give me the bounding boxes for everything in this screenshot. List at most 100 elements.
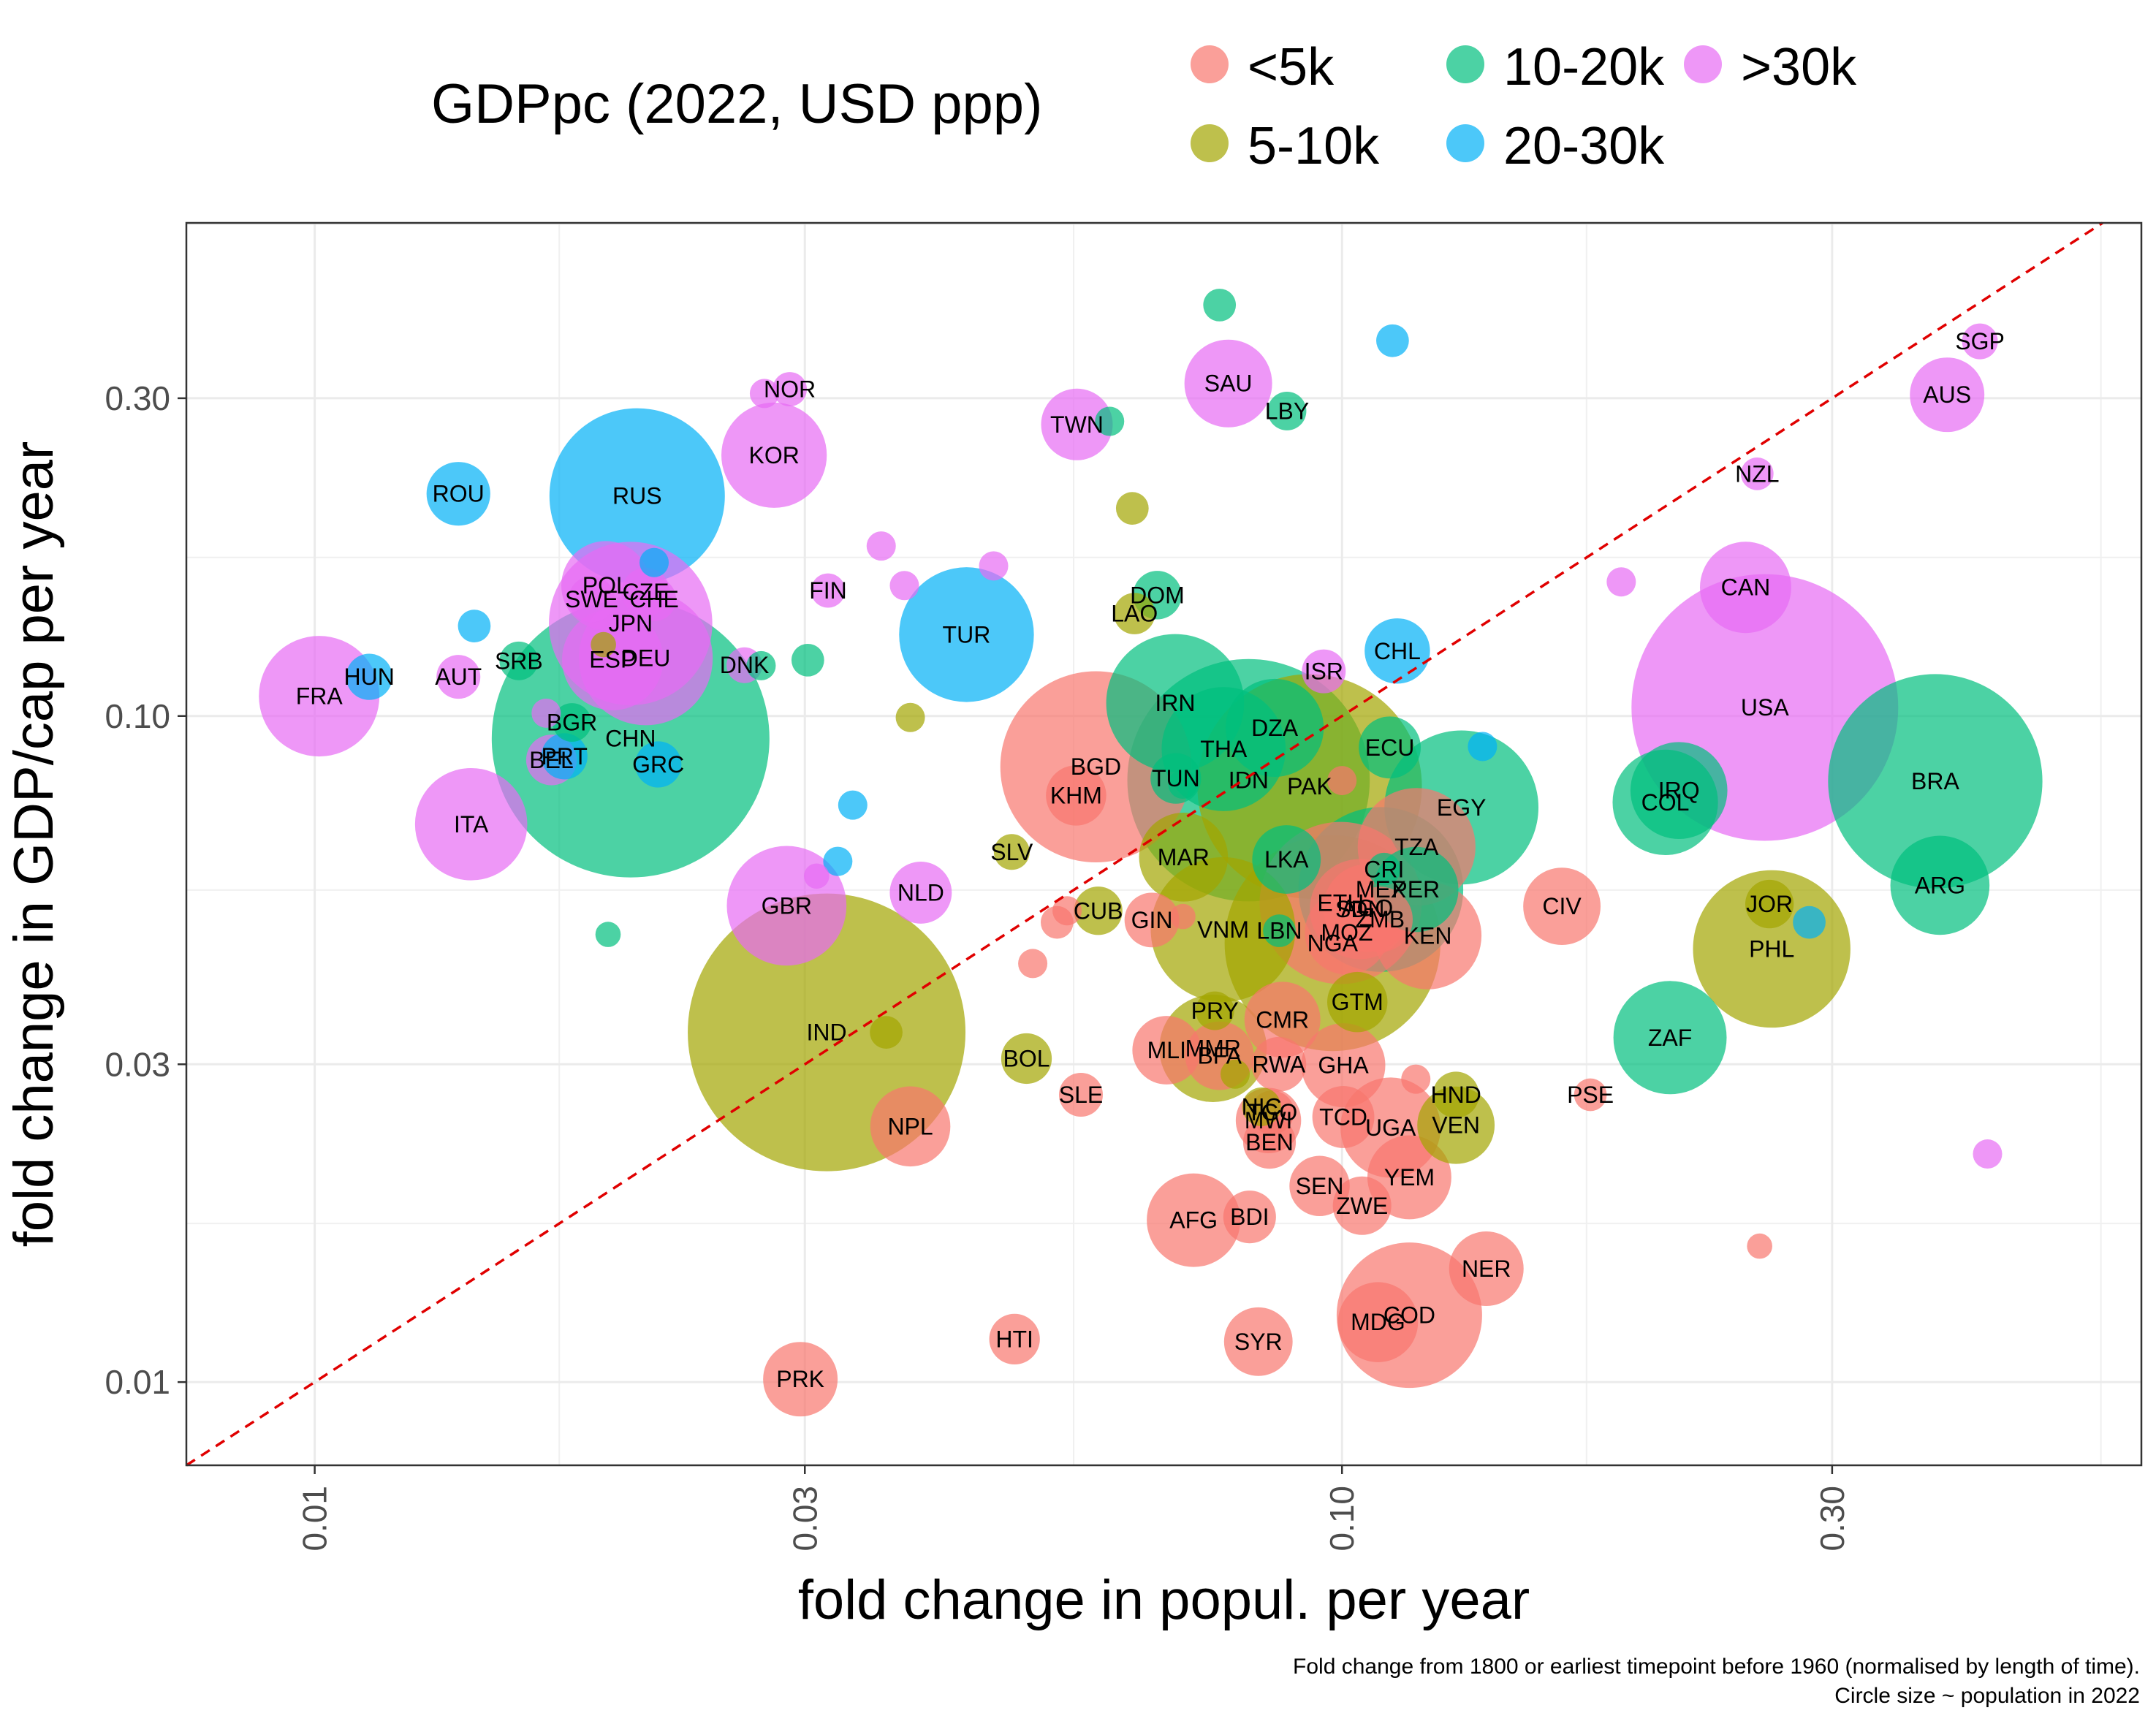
point-label-rou: ROU	[433, 481, 485, 507]
point-unlabeled	[458, 610, 491, 642]
point-pse	[1574, 1078, 1607, 1112]
point-sau	[1184, 339, 1272, 428]
point-rus	[549, 408, 725, 584]
point-chl	[1364, 618, 1430, 684]
point-label-usa: USA	[1741, 694, 1789, 721]
point-unlabeled	[1095, 406, 1125, 436]
point-label-lby: LBY	[1265, 398, 1309, 424]
point-bdi	[1223, 1191, 1276, 1244]
point-zwe	[1332, 1176, 1392, 1235]
point-label-uga: UGA	[1365, 1114, 1416, 1141]
point-sgp	[1962, 323, 1998, 360]
point-label-jpn: JPN	[609, 610, 653, 637]
point-label-bgd: BGD	[1071, 753, 1121, 780]
point-label-sgp: SGP	[1955, 328, 2005, 354]
point-label-nld: NLD	[897, 879, 944, 905]
point-bgr	[553, 703, 592, 743]
point-unlabeled	[1168, 770, 1198, 800]
point-label-chn: CHN	[605, 726, 656, 752]
point-ecu	[1359, 716, 1421, 779]
point-label-irq: IRQ	[1658, 778, 1700, 804]
point-nzl	[1740, 457, 1774, 490]
point-unlabeled	[1221, 1059, 1250, 1089]
point-unlabeled	[895, 702, 925, 732]
point-unlabeled	[889, 571, 919, 601]
point-label-nor: NOR	[764, 376, 816, 403]
point-cub	[1074, 886, 1123, 935]
point-label-mdg: MDG	[1351, 1309, 1405, 1335]
point-label-arg: ARG	[1915, 872, 1965, 898]
point-label-isr: ISR	[1305, 658, 1343, 685]
point-unlabeled	[1793, 905, 1826, 939]
point-arg	[1890, 835, 1990, 935]
caption-line-1: Fold change from 1800 or earliest timepo…	[1293, 1655, 2140, 1679]
point-label-civ: CIV	[1542, 893, 1582, 919]
point-bra	[1828, 674, 2043, 889]
legend-label-20to30k: 20-30k	[1503, 117, 1665, 175]
point-unlabeled	[979, 551, 1009, 581]
point-hti	[989, 1313, 1040, 1365]
point-nor	[773, 372, 808, 407]
point-label-pry: PRY	[1191, 998, 1239, 1024]
point-label-jor: JOR	[1746, 891, 1793, 917]
point-zaf	[1613, 981, 1727, 1095]
point-label-sle: SLE	[1059, 1082, 1103, 1108]
point-label-zmb: ZMB	[1355, 906, 1405, 933]
point-label-hnd: HND	[1430, 1082, 1481, 1108]
point-irq	[1630, 742, 1728, 839]
point-label-rus: RUS	[612, 483, 662, 509]
legend-key-5to10k	[1191, 124, 1229, 162]
point-label-col: COL	[1641, 789, 1690, 816]
point-label-gtm: GTM	[1332, 989, 1383, 1015]
point-label-tza: TZA	[1394, 834, 1439, 860]
point-label-cod: COD	[1383, 1302, 1435, 1329]
point-label-mwi: MWI	[1245, 1107, 1293, 1133]
reference-line	[186, 221, 2103, 1467]
point-label-nga: NGA	[1307, 930, 1359, 957]
point-can	[1699, 542, 1791, 634]
point-label-esp: ESP	[589, 647, 636, 673]
point-label-cub: CUB	[1074, 897, 1123, 924]
point-label-sau: SAU	[1204, 371, 1253, 397]
point-label-sen: SEN	[1296, 1173, 1344, 1199]
point-npl	[870, 1086, 951, 1167]
point-label-bra: BRA	[1911, 768, 1959, 794]
point-label-phl: PHL	[1749, 935, 1794, 962]
legend: GDPpc (2022, USD ppp) <5k 5-10k 10-20k 20-3…	[431, 38, 1857, 175]
point-label-gha: GHA	[1318, 1052, 1369, 1079]
point-label-pak: PAK	[1287, 773, 1332, 800]
x-tick-label: 0.30	[1813, 1486, 1851, 1552]
point-gha	[1301, 1023, 1386, 1108]
point-label-pol: POL	[582, 572, 629, 599]
point-unlabeled	[1052, 896, 1082, 926]
point-unlabeled	[531, 698, 561, 728]
point-mdg	[1337, 1282, 1419, 1362]
point-label-cze: CZE	[623, 579, 669, 605]
point-label-mli: MLI	[1147, 1037, 1186, 1063]
legend-label-5to10k: 5-10k	[1248, 117, 1380, 175]
point-tur	[899, 567, 1034, 702]
point-unlabeled	[1376, 324, 1409, 357]
point-lby	[1267, 391, 1307, 430]
point-label-fin: FIN	[809, 577, 847, 604]
point-fin	[811, 573, 846, 608]
point-label-ner: NER	[1462, 1256, 1511, 1282]
point-label-npl: NPL	[887, 1113, 933, 1139]
point-label-ben: BEN	[1245, 1129, 1294, 1155]
point-mli	[1132, 1016, 1202, 1085]
point-unlabeled	[591, 631, 616, 658]
point-label-afg: AFG	[1169, 1207, 1218, 1234]
point-label-pse: PSE	[1567, 1082, 1614, 1108]
point-zmb	[1347, 886, 1413, 952]
point-label-ven: VEN	[1432, 1112, 1480, 1139]
point-syr	[1223, 1307, 1293, 1376]
point-label-tgo: TGO	[1247, 1099, 1297, 1125]
point-label-gbr: GBR	[762, 892, 812, 919]
point-label-chl: CHL	[1374, 638, 1421, 664]
point-unlabeled	[1973, 1139, 2003, 1169]
point-label-ago: AGO	[1341, 895, 1393, 921]
point-lao	[1113, 593, 1155, 634]
point-label-mex: MEX	[1356, 876, 1406, 903]
point-label-tun: TUN	[1152, 765, 1200, 791]
